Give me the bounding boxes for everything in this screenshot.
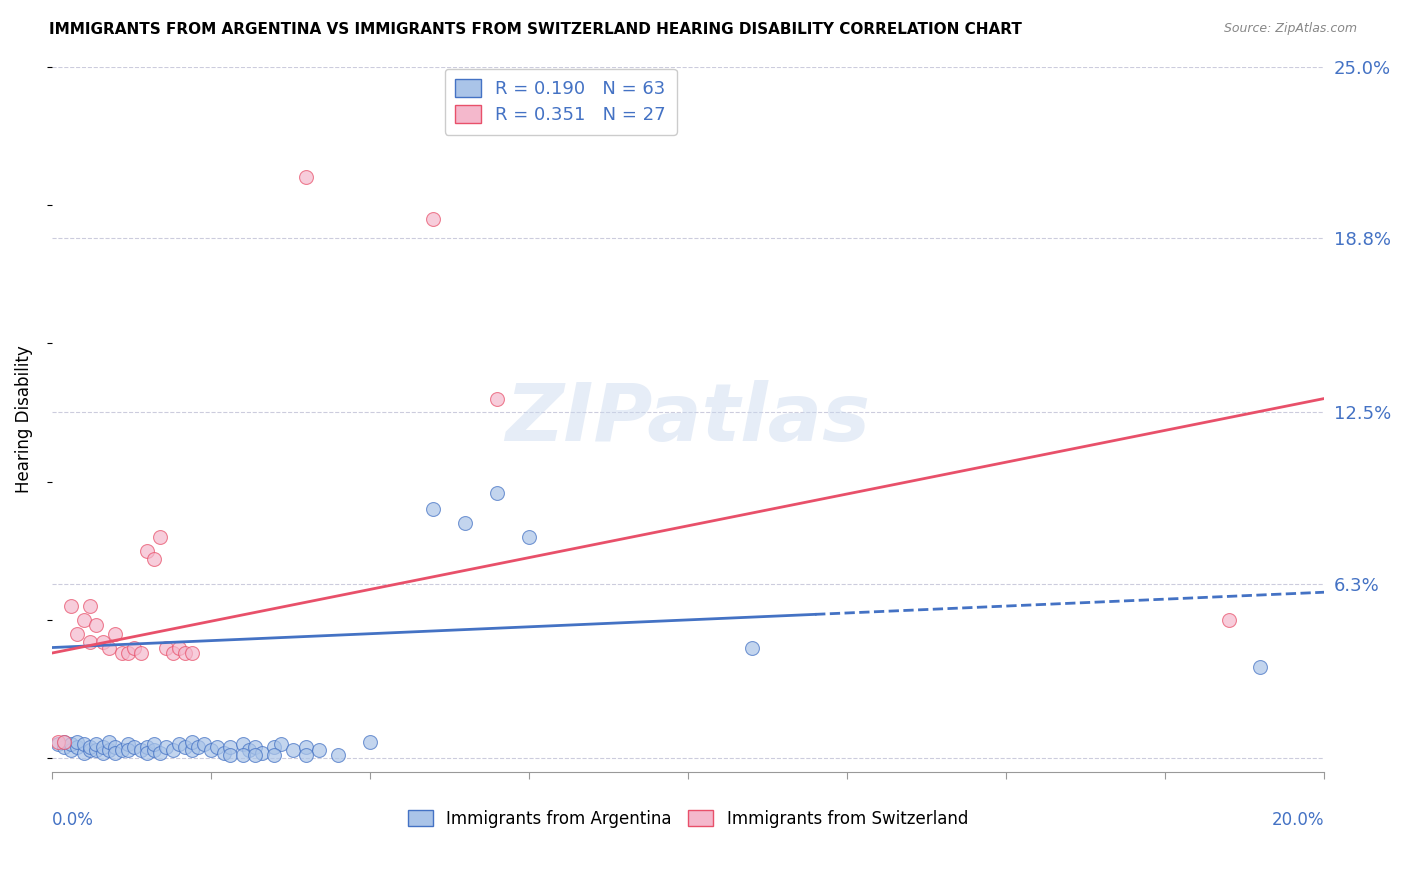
Point <box>129 743 152 757</box>
Point <box>98 743 121 757</box>
Point <box>167 738 190 752</box>
Point <box>84 743 107 757</box>
Point <box>53 734 76 748</box>
Point <box>218 748 240 763</box>
Text: IMMIGRANTS FROM ARGENTINA VS IMMIGRANTS FROM SWITZERLAND HEARING DISABILITY CORR: IMMIGRANTS FROM ARGENTINA VS IMMIGRANTS … <box>49 22 1022 37</box>
Point <box>104 626 127 640</box>
Point <box>155 640 177 655</box>
Point <box>167 640 190 655</box>
Point <box>238 743 260 757</box>
Point <box>517 530 540 544</box>
Point <box>187 740 209 755</box>
Point <box>142 743 165 757</box>
Point <box>149 746 172 760</box>
Point <box>59 743 82 757</box>
Point <box>53 734 76 748</box>
Point <box>740 640 762 655</box>
Text: Source: ZipAtlas.com: Source: ZipAtlas.com <box>1223 22 1357 36</box>
Point <box>486 485 509 500</box>
Point <box>295 170 318 185</box>
Point <box>263 748 285 763</box>
Point <box>359 734 381 748</box>
Point <box>136 740 159 755</box>
Point <box>155 740 177 755</box>
Point <box>326 748 349 763</box>
Point <box>250 746 273 760</box>
Point <box>454 516 477 530</box>
Point <box>486 392 509 406</box>
Point <box>46 738 69 752</box>
Point <box>149 530 172 544</box>
Point <box>66 740 89 755</box>
Point <box>174 646 197 660</box>
Point <box>98 734 121 748</box>
Point <box>84 618 107 632</box>
Point <box>180 646 202 660</box>
Point <box>59 738 82 752</box>
Point <box>79 740 101 755</box>
Point <box>180 734 202 748</box>
Point <box>79 599 101 613</box>
Text: 0.0%: 0.0% <box>52 811 94 829</box>
Point <box>245 748 267 763</box>
Point <box>72 613 94 627</box>
Point <box>142 738 165 752</box>
Point <box>98 640 121 655</box>
Point <box>104 746 127 760</box>
Point <box>245 740 267 755</box>
Point <box>162 646 184 660</box>
Point <box>283 743 305 757</box>
Point <box>136 543 159 558</box>
Point <box>422 211 444 226</box>
Point <box>1218 613 1240 627</box>
Text: 20.0%: 20.0% <box>1271 811 1324 829</box>
Point <box>270 738 292 752</box>
Point <box>91 635 114 649</box>
Point <box>104 740 127 755</box>
Point <box>124 640 146 655</box>
Point <box>79 635 101 649</box>
Point <box>142 552 165 566</box>
Point <box>218 740 240 755</box>
Point <box>200 743 222 757</box>
Point <box>124 740 146 755</box>
Point <box>72 738 94 752</box>
Point <box>180 743 202 757</box>
Point <box>212 746 235 760</box>
Point <box>53 740 76 755</box>
Point <box>205 740 228 755</box>
Point <box>117 646 139 660</box>
Point <box>263 740 285 755</box>
Point <box>1249 660 1271 674</box>
Y-axis label: Hearing Disability: Hearing Disability <box>15 345 32 493</box>
Point <box>59 599 82 613</box>
Point <box>66 626 89 640</box>
Point <box>91 746 114 760</box>
Point <box>66 734 89 748</box>
Point <box>84 738 107 752</box>
Point <box>136 746 159 760</box>
Legend: Immigrants from Argentina, Immigrants from Switzerland: Immigrants from Argentina, Immigrants fr… <box>401 803 974 834</box>
Point <box>79 743 101 757</box>
Point <box>46 734 69 748</box>
Point <box>129 646 152 660</box>
Point <box>308 743 330 757</box>
Point <box>117 743 139 757</box>
Text: ZIPatlas: ZIPatlas <box>505 380 870 458</box>
Point <box>193 738 215 752</box>
Point <box>174 740 197 755</box>
Point <box>111 743 134 757</box>
Point <box>111 646 134 660</box>
Point <box>232 738 254 752</box>
Point <box>72 746 94 760</box>
Point <box>295 740 318 755</box>
Point <box>232 748 254 763</box>
Point <box>295 748 318 763</box>
Point <box>162 743 184 757</box>
Point <box>422 502 444 516</box>
Point <box>91 740 114 755</box>
Point <box>117 738 139 752</box>
